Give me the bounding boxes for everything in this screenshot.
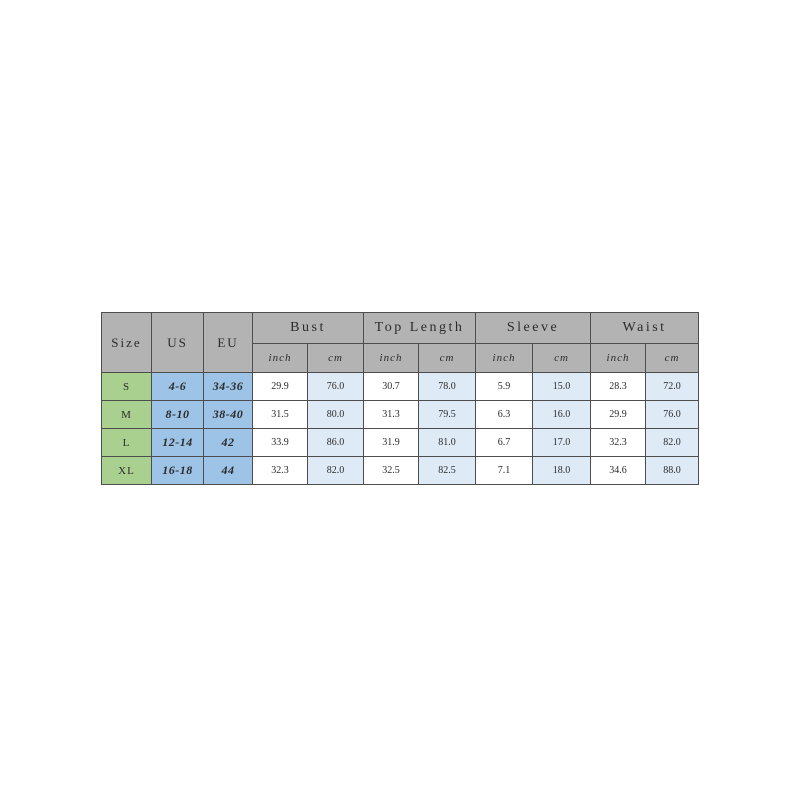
cell-us: 8-10 bbox=[151, 400, 204, 429]
cell-size: S bbox=[101, 372, 152, 401]
cell-bust-cm: 80.0 bbox=[307, 400, 364, 429]
cell-sleeve-inch: 6.7 bbox=[475, 428, 534, 457]
cell-top-length-cm: 81.0 bbox=[417, 428, 477, 457]
cell-waist-inch: 34.6 bbox=[590, 456, 647, 485]
cell-top-length-cm: 78.0 bbox=[417, 372, 477, 401]
unit-header-bust-cm: cm bbox=[307, 343, 364, 373]
col-header-size: Size bbox=[101, 312, 152, 373]
cell-sleeve-cm: 17.0 bbox=[532, 428, 592, 457]
unit-header-top-length-cm: cm bbox=[417, 343, 477, 373]
cell-bust-inch: 32.3 bbox=[252, 456, 308, 485]
cell-sleeve-cm: 18.0 bbox=[532, 456, 592, 485]
cell-sleeve-inch: 5.9 bbox=[475, 372, 534, 401]
cell-size: L bbox=[101, 428, 152, 457]
size-chart-body: S 4-6 34-36 29.9 76.0 30.7 78.0 5.9 15.0… bbox=[101, 372, 700, 485]
cell-sleeve-inch: 6.3 bbox=[475, 400, 534, 429]
unit-header-bust-inch: inch bbox=[252, 343, 308, 373]
cell-eu: 44 bbox=[203, 456, 253, 485]
header-row-groups: Size US EU Bust Top Length Sleeve Waist bbox=[101, 312, 700, 373]
unit-header-sleeve-inch: inch bbox=[475, 343, 534, 373]
cell-waist-inch: 28.3 bbox=[590, 372, 647, 401]
cell-bust-cm: 82.0 bbox=[307, 456, 364, 485]
unit-header-top-length-inch: inch bbox=[363, 343, 419, 373]
cell-sleeve-cm: 15.0 bbox=[532, 372, 592, 401]
header-row-units: inch cm inch cm inch cm inch cm bbox=[102, 343, 700, 373]
unit-header-waist-inch: inch bbox=[590, 343, 647, 373]
table-row-xl: XL 16-18 44 32.3 82.0 32.5 82.5 7.1 18.0… bbox=[101, 456, 700, 485]
unit-header-sleeve-cm: cm bbox=[532, 343, 592, 373]
cell-eu: 34-36 bbox=[203, 372, 253, 401]
cell-us: 12-14 bbox=[151, 428, 204, 457]
cell-waist-cm: 82.0 bbox=[645, 428, 700, 457]
col-header-us: US bbox=[151, 312, 204, 373]
cell-size: XL bbox=[101, 456, 152, 485]
cell-bust-cm: 76.0 bbox=[307, 372, 364, 401]
cell-waist-cm: 76.0 bbox=[645, 400, 700, 429]
size-chart-table: Size US EU Bust Top Length Sleeve Waist … bbox=[101, 312, 700, 485]
col-header-waist: Waist bbox=[590, 312, 700, 344]
cell-top-length-inch: 30.7 bbox=[363, 372, 419, 401]
cell-eu: 42 bbox=[203, 428, 253, 457]
cell-top-length-cm: 82.5 bbox=[417, 456, 477, 485]
cell-eu: 38-40 bbox=[203, 400, 253, 429]
cell-waist-inch: 29.9 bbox=[590, 400, 647, 429]
cell-bust-cm: 86.0 bbox=[307, 428, 364, 457]
cell-waist-cm: 72.0 bbox=[645, 372, 700, 401]
col-header-eu: EU bbox=[203, 312, 253, 373]
cell-bust-inch: 29.9 bbox=[252, 372, 308, 401]
table-row-m: M 8-10 38-40 31.5 80.0 31.3 79.5 6.3 16.… bbox=[101, 400, 700, 429]
table-row-l: L 12-14 42 33.9 86.0 31.9 81.0 6.7 17.0 … bbox=[101, 428, 700, 457]
cell-bust-inch: 31.5 bbox=[252, 400, 308, 429]
cell-size: M bbox=[101, 400, 152, 429]
cell-bust-inch: 33.9 bbox=[252, 428, 308, 457]
table-row-s: S 4-6 34-36 29.9 76.0 30.7 78.0 5.9 15.0… bbox=[101, 372, 700, 401]
col-header-top-length: Top Length bbox=[362, 312, 477, 344]
cell-sleeve-inch: 7.1 bbox=[475, 456, 534, 485]
cell-top-length-inch: 31.9 bbox=[363, 428, 419, 457]
cell-waist-cm: 88.0 bbox=[645, 456, 700, 485]
cell-waist-inch: 32.3 bbox=[590, 428, 647, 457]
cell-us: 4-6 bbox=[151, 372, 204, 401]
cell-top-length-inch: 32.5 bbox=[363, 456, 419, 485]
cell-sleeve-cm: 16.0 bbox=[532, 400, 592, 429]
cell-top-length-cm: 79.5 bbox=[417, 400, 477, 429]
unit-header-waist-cm: cm bbox=[645, 343, 700, 373]
cell-us: 16-18 bbox=[151, 456, 204, 485]
size-chart-header: Size US EU Bust Top Length Sleeve Waist … bbox=[101, 312, 700, 373]
col-header-bust: Bust bbox=[252, 312, 364, 344]
col-header-sleeve: Sleeve bbox=[475, 312, 592, 344]
cell-top-length-inch: 31.3 bbox=[363, 400, 419, 429]
